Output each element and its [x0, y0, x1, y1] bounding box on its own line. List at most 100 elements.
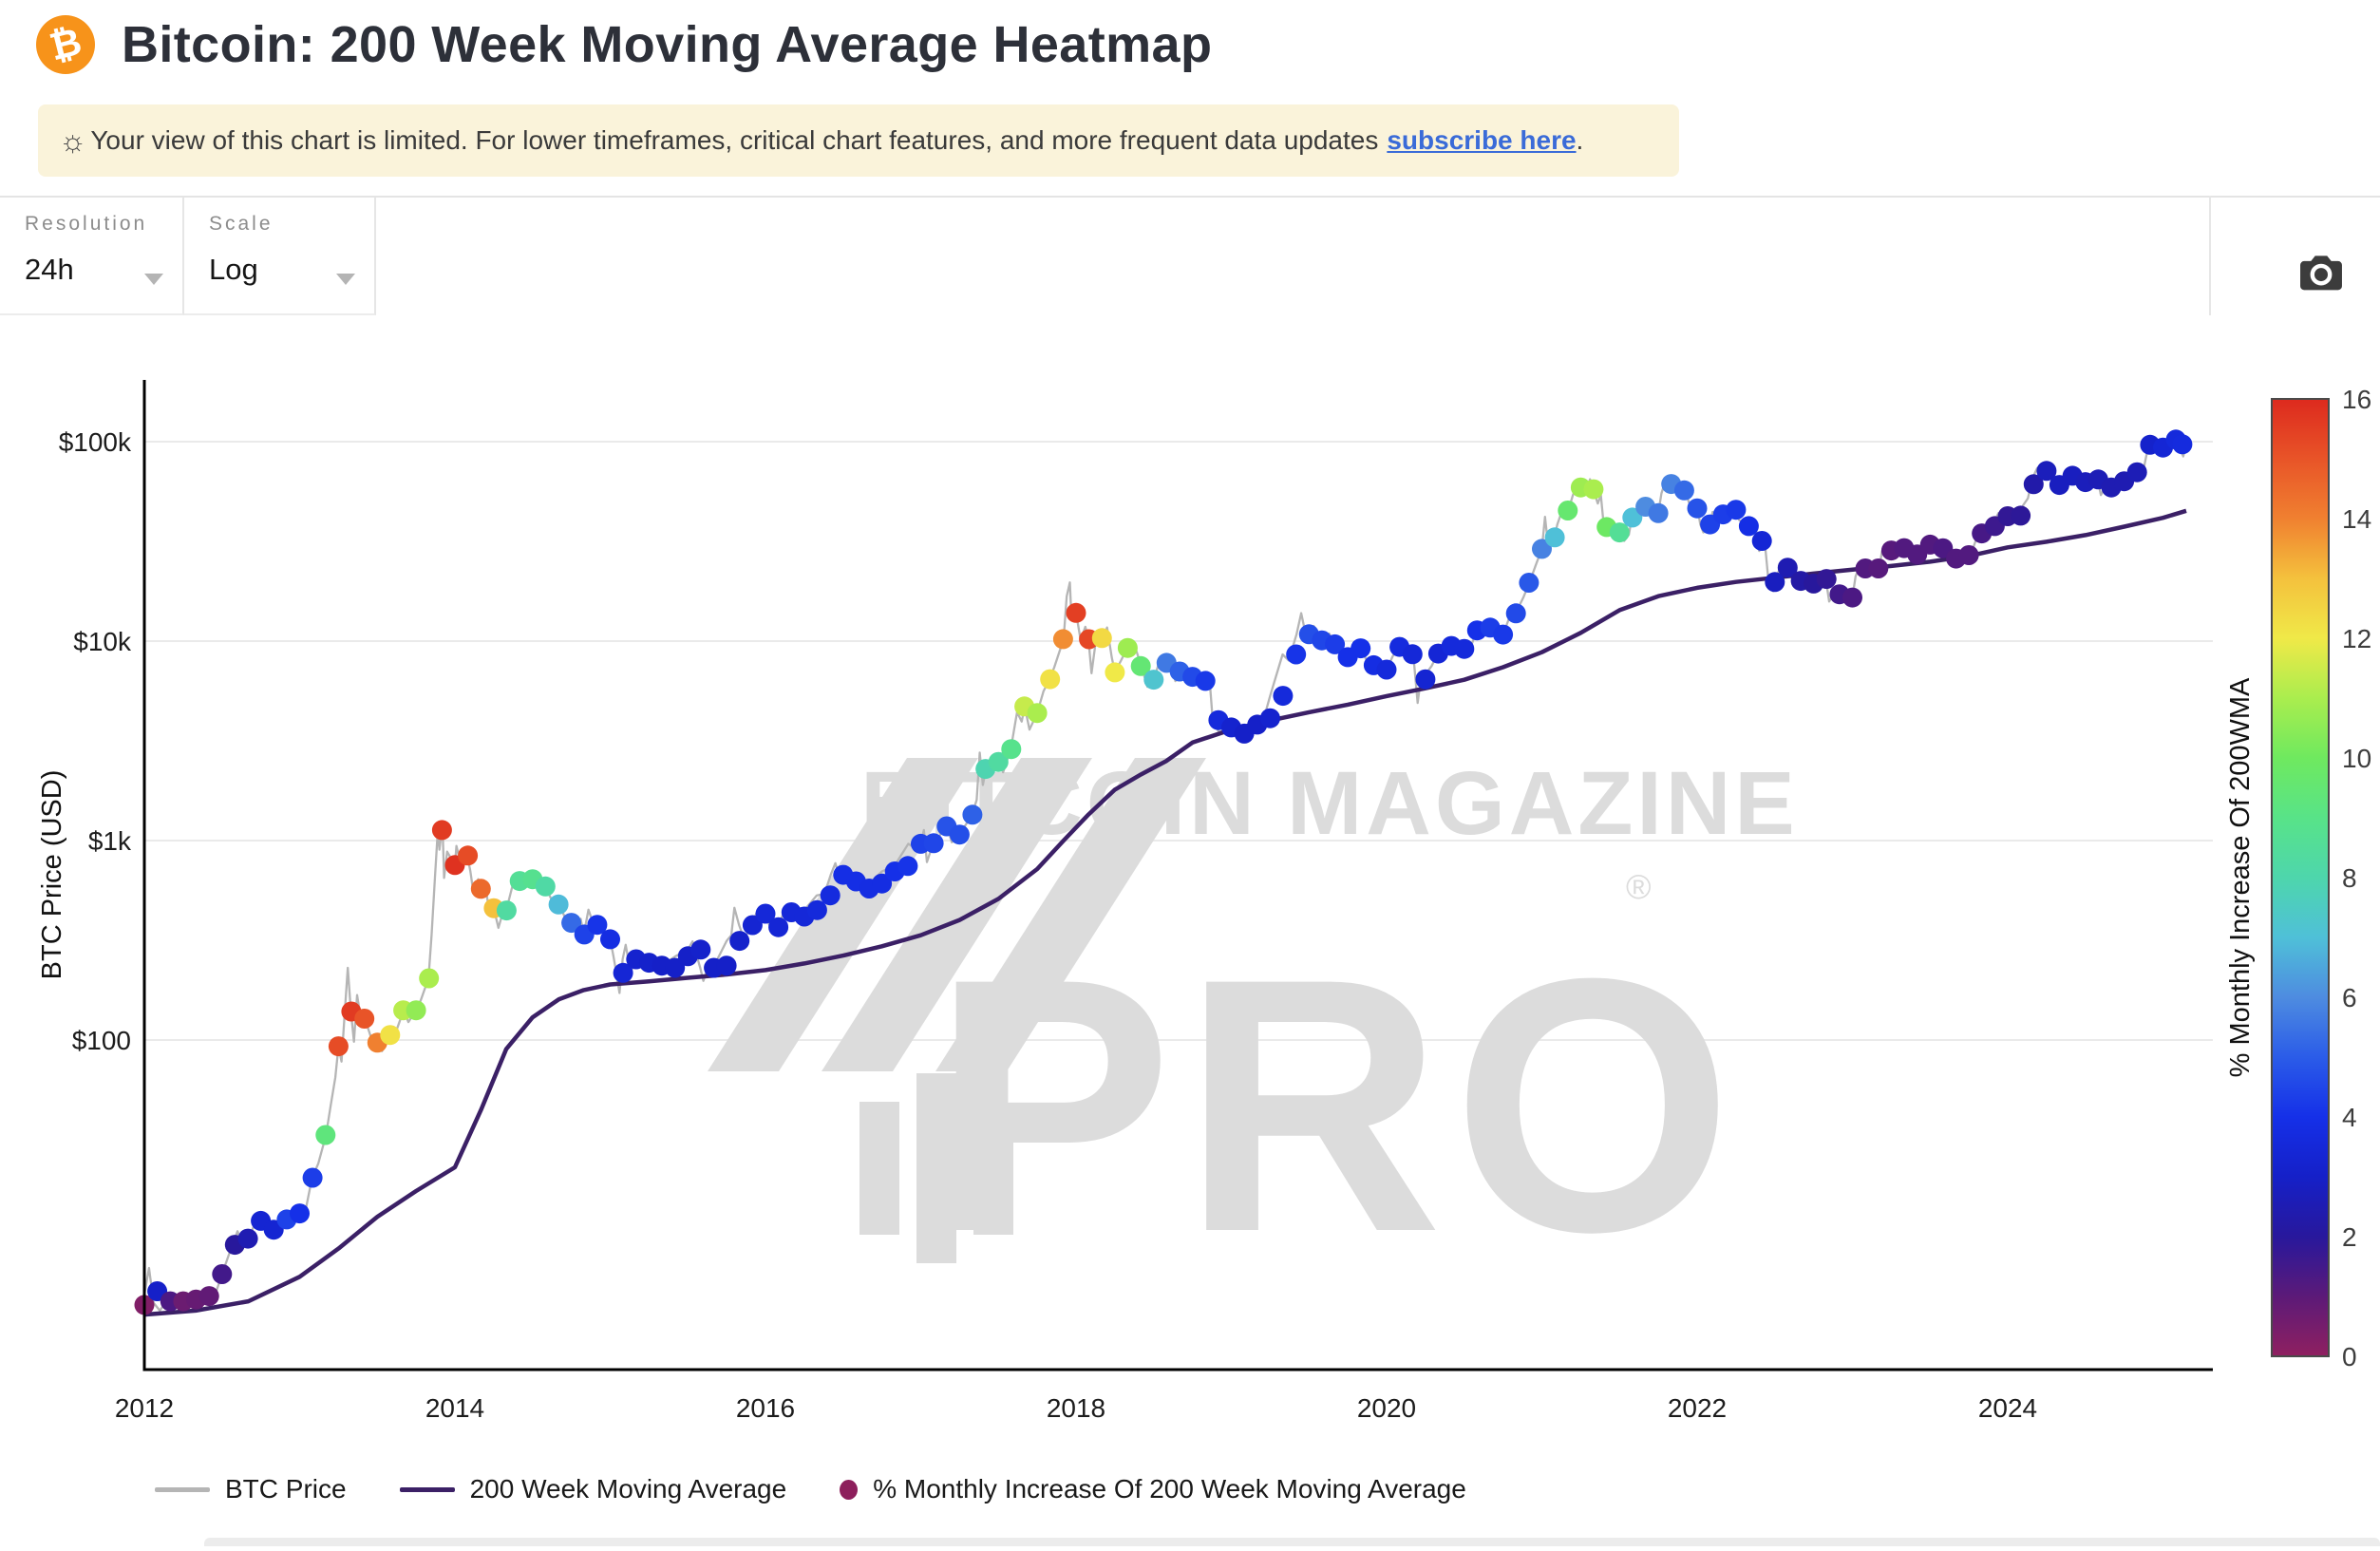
colorbar-tick-label: 4: [2342, 1103, 2357, 1132]
heatmap-dot: [496, 900, 517, 921]
heatmap-dot: [1583, 479, 1604, 500]
colorbar-tick-label: 6: [2342, 983, 2357, 1012]
heatmap-dot: [2172, 434, 2193, 455]
heatmap-dot: [328, 1036, 349, 1057]
heatmap-dot: [1726, 500, 1747, 520]
heatmap-dot: [1001, 739, 1022, 760]
heatmap-dot: [897, 856, 918, 877]
x-tick-label: 2016: [736, 1393, 795, 1423]
heatmap-dots: [134, 429, 2193, 1315]
heatmap-dot: [962, 804, 983, 825]
subscribe-link[interactable]: subscribe here: [1387, 125, 1577, 155]
colorbar-tick-label: 14: [2342, 504, 2371, 534]
heatmap-dot: [419, 968, 440, 989]
legend-item[interactable]: % Monthly Increase Of 200 Week Moving Av…: [840, 1474, 1466, 1504]
y-tick-label: $1k: [88, 826, 132, 856]
heatmap-dot: [923, 833, 944, 854]
heatmap-dot: [2011, 505, 2031, 526]
legend-item[interactable]: 200 Week Moving Average: [399, 1474, 787, 1504]
chevron-down-icon: [336, 274, 355, 285]
heatmap-dot: [1066, 602, 1086, 623]
heatmap-dot: [613, 962, 633, 983]
legend-line-swatch: [399, 1486, 455, 1492]
colorbar-title: % Monthly Increase Of 200WMA: [2225, 677, 2256, 1077]
heatmap-dot: [690, 939, 711, 960]
page-title: Bitcoin: 200 Week Moving Average Heatmap: [122, 16, 1213, 73]
legend-line-swatch: [155, 1486, 210, 1492]
heatmap-dot: [1738, 516, 1759, 537]
heatmap-dot: [1259, 708, 1280, 728]
heatmap-dot: [1052, 629, 1073, 650]
heatmap-dot: [354, 1009, 375, 1029]
x-tick-label: 2012: [115, 1393, 174, 1423]
x-tick-label: 2014: [425, 1393, 484, 1423]
heatmap-dot: [742, 915, 763, 936]
colorbar-tick-label: 8: [2342, 863, 2357, 893]
heatmap-dot: [1687, 498, 1708, 519]
bitcoin-logo-icon: ₿: [36, 15, 95, 74]
heatmap-dot: [1622, 507, 1643, 528]
heatmap-dot: [1842, 587, 1862, 608]
watermark-text: BITCOIN MAGAZINE: [860, 753, 1799, 854]
heatmap-dot: [406, 1000, 426, 1021]
heatmap-dot: [1130, 655, 1151, 676]
heatmap-dot: [1816, 569, 1837, 590]
heatmap-dot: [768, 917, 789, 937]
heatmap-dot: [1868, 558, 1889, 578]
banner-text: Your view of this chart is limited. For …: [90, 125, 1379, 155]
heatmap-dot: [729, 931, 750, 952]
heatmap-dot: [806, 899, 827, 920]
y-tick-label: $100: [72, 1026, 131, 1055]
watermark-logo-bar: [859, 1102, 899, 1235]
y-tick-label: $100k: [59, 427, 132, 457]
heatmap-dot: [458, 845, 479, 866]
heatmap-dot: [665, 957, 686, 978]
watermark-reg: ®: [1626, 867, 1652, 906]
heatmap-dot: [988, 751, 1009, 772]
heatmap-dot: [1648, 502, 1669, 523]
heatmap-dot: [1505, 603, 1526, 624]
watermark-logo-stripe: [822, 758, 1092, 1071]
resolution-value: 24h: [25, 253, 74, 286]
scale-select[interactable]: Scale Log: [184, 198, 376, 315]
colorbar-tick-label: 10: [2342, 744, 2371, 773]
x-tick-label: 2024: [1978, 1393, 2037, 1423]
heatmap-dot: [212, 1264, 233, 1284]
heatmap-dot: [302, 1167, 323, 1188]
watermark-logo-bar: [916, 1073, 956, 1263]
bottom-panel-edge: [204, 1538, 2380, 1546]
heatmap-dot: [1402, 644, 1423, 665]
heatmap-dot: [1376, 659, 1397, 680]
heatmap-dot: [1091, 628, 1112, 649]
heatmap-dot: [1040, 669, 1061, 690]
heatmap-dot: [587, 915, 608, 936]
legend-item[interactable]: BTC Price: [155, 1474, 347, 1504]
heatmap-dot: [1777, 558, 1798, 578]
watermark-logo-bar: [973, 1130, 1013, 1235]
heatmap-dot: [1105, 662, 1125, 683]
watermark-text: PRO: [932, 903, 1742, 1307]
x-tick-label: 2018: [1047, 1393, 1105, 1423]
heatmap-dot: [1765, 572, 1785, 593]
y-tick-label: $10k: [73, 627, 132, 656]
colorbar: [2271, 398, 2330, 1357]
page-header: ₿ Bitcoin: 200 Week Moving Average Heatm…: [36, 15, 1212, 74]
heatmap-dot: [716, 955, 737, 976]
heatmap-dot: [1493, 624, 1514, 645]
screenshot-camera-button[interactable]: [2287, 243, 2355, 302]
sun-icon: ☼: [59, 123, 87, 158]
y-axis-title: BTC Price (USD): [37, 770, 67, 980]
camera-icon: [2300, 255, 2342, 291]
legend-label: BTC Price: [225, 1474, 347, 1504]
resolution-select[interactable]: Resolution 24h: [0, 198, 184, 315]
toolbar-divider: [2209, 196, 2211, 315]
watermark-logo-stripe: [708, 758, 978, 1071]
heatmap-dot: [380, 1025, 401, 1046]
watermark: BITCOIN MAGAZINE ®PRO: [708, 753, 1799, 1307]
heatmap-dot: [1027, 703, 1048, 724]
legend-label: 200 Week Moving Average: [469, 1474, 787, 1504]
bitcoin-symbol: ₿: [45, 20, 86, 68]
heatmap-dot: [1519, 573, 1539, 593]
chart-legend: BTC Price 200 Week Moving Average % Monthl…: [155, 1474, 1466, 1504]
